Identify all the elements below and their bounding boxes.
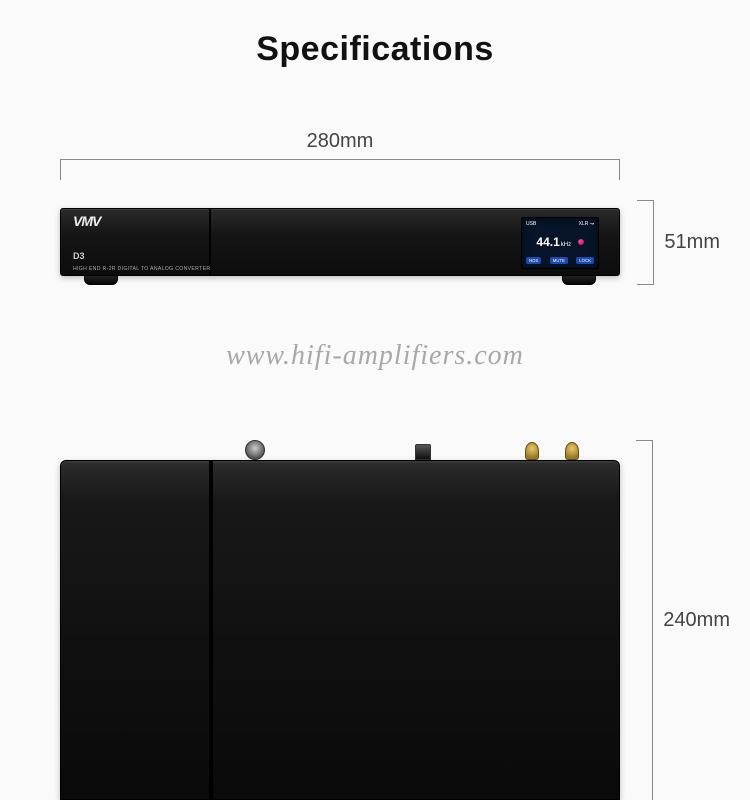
top-panel-split <box>209 461 213 799</box>
screen-input-label: USB <box>526 221 536 227</box>
screen-pill: NOS <box>526 257 541 264</box>
screen-top-row: USB XLR ↝ <box>526 221 594 227</box>
screen-bottom-row: NOS MUTE LOCK <box>526 257 594 264</box>
wave-icon: ↝ <box>590 221 594 227</box>
screen-output-label: XLR ↝ <box>579 221 594 227</box>
screen-pill: MUTE <box>550 257 568 264</box>
dimension-width-label: 280mm <box>60 130 620 153</box>
device-top-chassis <box>60 460 620 800</box>
dimension-height-label: 51mm <box>664 231 720 254</box>
dimension-height-bracket <box>640 200 654 285</box>
dimension-depth: 240mm <box>640 440 730 800</box>
rca-connector-icon <box>525 442 539 460</box>
bnc-connector-icon <box>245 440 265 460</box>
device-foot-left <box>84 275 118 285</box>
device-display-screen: USB XLR ↝ 44.1kHz NOS MUTE LOCK <box>521 217 599 269</box>
device-front-chassis: VMV D3 HIGH END R-2R DIGITAL TO ANALOG C… <box>60 208 620 276</box>
device-back-ports <box>60 440 620 460</box>
screen-frequency-value: 44.1 <box>536 235 559 249</box>
brand-logo: VMV <box>73 213 100 229</box>
location-pin-icon <box>578 239 584 245</box>
device-foot-right <box>562 275 596 285</box>
model-subtitle: HIGH END R-2R DIGITAL TO ANALOG CONVERTE… <box>73 266 210 272</box>
dimension-depth-label: 240mm <box>663 609 730 632</box>
device-front-view: VMV D3 HIGH END R-2R DIGITAL TO ANALOG C… <box>60 200 620 285</box>
watermark-text: www.hifi-amplifiers.com <box>0 340 750 372</box>
dimension-depth-bracket <box>640 440 653 800</box>
device-top-view <box>60 440 620 800</box>
model-label: D3 <box>73 251 85 261</box>
optical-port-icon <box>415 444 431 460</box>
screen-main-row: 44.1kHz <box>526 233 594 251</box>
screen-pill: LOCK <box>576 257 594 264</box>
page-title: Specifications <box>0 0 750 69</box>
dimension-width: 280mm <box>60 130 620 190</box>
screen-frequency-unit: kHz <box>561 242 571 248</box>
dimension-width-bracket <box>60 159 620 179</box>
dimension-height: 51mm <box>640 200 720 285</box>
rca-connector-icon <box>565 442 579 460</box>
